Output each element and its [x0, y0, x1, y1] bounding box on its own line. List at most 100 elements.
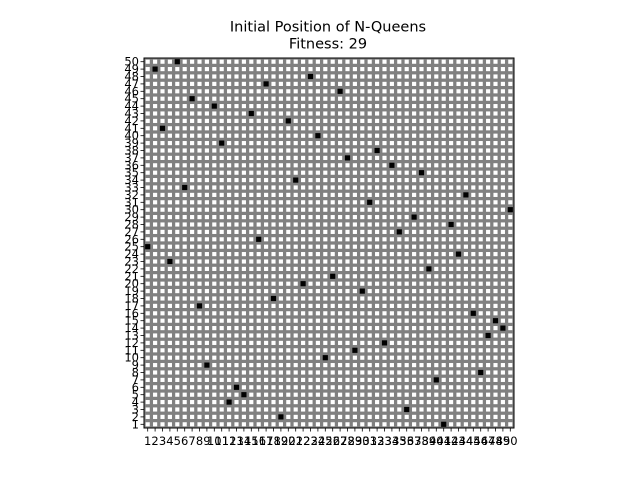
board-square [412, 340, 417, 345]
board-square [397, 303, 402, 308]
board-square [241, 377, 246, 382]
board-square [256, 326, 261, 331]
board-square [204, 148, 209, 153]
board-square [293, 96, 298, 101]
board-square [278, 244, 283, 249]
board-square [301, 59, 306, 64]
board-square [441, 67, 446, 72]
board-square [367, 67, 372, 72]
board-square [175, 74, 180, 79]
board-square [145, 281, 150, 286]
board-square [153, 311, 158, 316]
board-square [419, 311, 424, 316]
board-square [212, 74, 217, 79]
board-square [338, 407, 343, 412]
board-square [471, 252, 476, 257]
board-square [227, 133, 232, 138]
board-square [212, 355, 217, 360]
board-square [219, 281, 224, 286]
board-square [234, 289, 239, 294]
board-square [278, 422, 283, 427]
board-square [352, 141, 357, 146]
board-square [308, 104, 313, 109]
board-square [389, 281, 394, 286]
board-square [456, 259, 461, 264]
queen-marker [359, 288, 365, 294]
board-square [404, 237, 409, 242]
board-square [145, 170, 150, 175]
board-square [367, 163, 372, 168]
board-square [360, 303, 365, 308]
board-square [426, 259, 431, 264]
board-square [153, 296, 158, 301]
board-square [375, 259, 380, 264]
board-square [389, 155, 394, 160]
board-square [419, 363, 424, 368]
board-square [441, 355, 446, 360]
board-square [175, 67, 180, 72]
board-square [160, 215, 165, 220]
board-square [256, 104, 261, 109]
board-square [145, 370, 150, 375]
board-square [456, 141, 461, 146]
board-square [167, 207, 172, 212]
board-square [308, 185, 313, 190]
board-square [412, 111, 417, 116]
board-square [190, 133, 195, 138]
board-square [508, 318, 513, 323]
board-square [160, 363, 165, 368]
board-square [508, 141, 513, 146]
queen-marker [263, 81, 269, 87]
board-square [249, 59, 254, 64]
board-square [456, 407, 461, 412]
board-square [471, 407, 476, 412]
board-square [241, 266, 246, 271]
board-square [434, 118, 439, 123]
board-square [478, 59, 483, 64]
board-square [382, 259, 387, 264]
board-square [338, 311, 343, 316]
board-square [153, 133, 158, 138]
board-square [456, 89, 461, 94]
board-square [212, 89, 217, 94]
board-square [256, 400, 261, 405]
board-square [204, 74, 209, 79]
board-square [426, 289, 431, 294]
board-square [449, 392, 454, 397]
board-square [508, 400, 513, 405]
board-square [389, 377, 394, 382]
board-square [345, 266, 350, 271]
board-square [404, 385, 409, 390]
board-square [426, 104, 431, 109]
board-square [500, 222, 505, 227]
board-square [212, 170, 217, 175]
board-square [367, 326, 372, 331]
board-square [167, 274, 172, 279]
board-square [145, 155, 150, 160]
board-square [256, 126, 261, 131]
board-square [397, 74, 402, 79]
board-square [471, 340, 476, 345]
board-square [345, 81, 350, 86]
board-square [338, 74, 343, 79]
board-square [234, 311, 239, 316]
board-square [456, 326, 461, 331]
board-square [197, 244, 202, 249]
board-square [338, 126, 343, 131]
board-square [382, 133, 387, 138]
board-square [508, 81, 513, 86]
board-square [160, 170, 165, 175]
board-square [441, 229, 446, 234]
board-square [256, 333, 261, 338]
board-square [426, 126, 431, 131]
board-square [264, 192, 269, 197]
board-square [204, 252, 209, 257]
board-square [204, 126, 209, 131]
board-square [360, 348, 365, 353]
board-square [204, 311, 209, 316]
board-square [345, 207, 350, 212]
board-square [271, 303, 276, 308]
board-square [508, 303, 513, 308]
board-square [264, 148, 269, 153]
board-square [167, 244, 172, 249]
